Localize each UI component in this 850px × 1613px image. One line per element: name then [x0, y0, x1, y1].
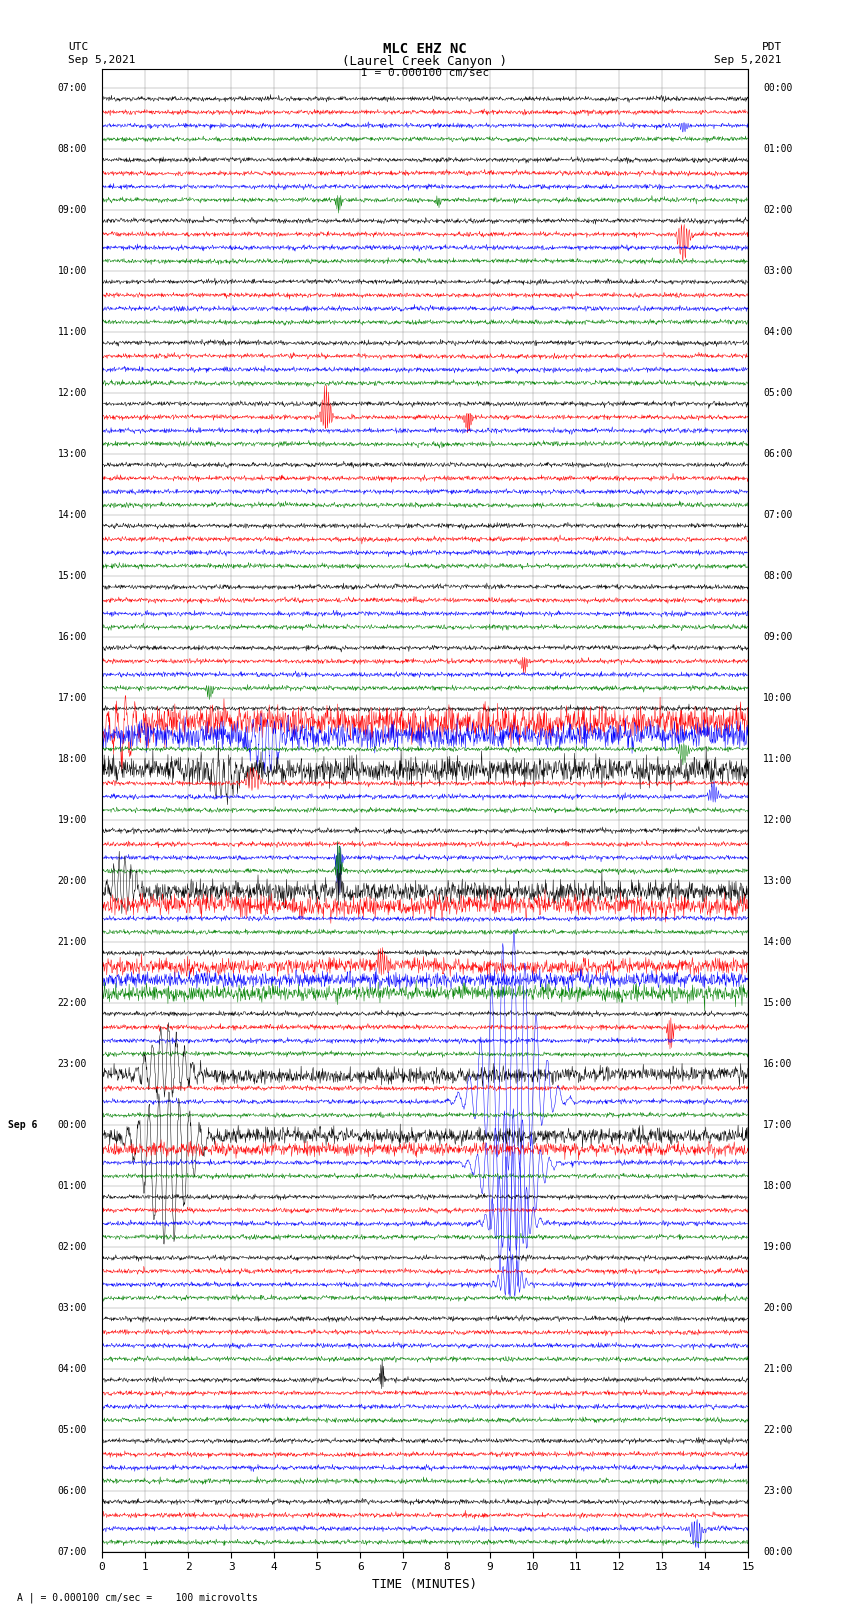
Text: 22:00: 22:00 — [58, 998, 87, 1008]
Text: I = 0.000100 cm/sec: I = 0.000100 cm/sec — [361, 68, 489, 77]
Text: 17:00: 17:00 — [58, 692, 87, 703]
Text: 19:00: 19:00 — [763, 1242, 792, 1252]
Text: 11:00: 11:00 — [58, 327, 87, 337]
Text: MLC EHZ NC: MLC EHZ NC — [383, 42, 467, 56]
Text: 20:00: 20:00 — [58, 876, 87, 886]
Text: 12:00: 12:00 — [763, 815, 792, 824]
Text: 01:00: 01:00 — [763, 144, 792, 153]
Text: 03:00: 03:00 — [58, 1303, 87, 1313]
Text: 15:00: 15:00 — [763, 998, 792, 1008]
Text: 08:00: 08:00 — [763, 571, 792, 581]
Text: 06:00: 06:00 — [58, 1486, 87, 1495]
X-axis label: TIME (MINUTES): TIME (MINUTES) — [372, 1578, 478, 1590]
Text: 21:00: 21:00 — [763, 1363, 792, 1374]
Text: (Laurel Creek Canyon ): (Laurel Creek Canyon ) — [343, 55, 507, 68]
Text: 04:00: 04:00 — [58, 1363, 87, 1374]
Text: 17:00: 17:00 — [763, 1119, 792, 1129]
Text: 15:00: 15:00 — [58, 571, 87, 581]
Text: 19:00: 19:00 — [58, 815, 87, 824]
Text: 09:00: 09:00 — [763, 632, 792, 642]
Text: 06:00: 06:00 — [763, 448, 792, 458]
Text: 00:00: 00:00 — [763, 1547, 792, 1557]
Text: 00:00: 00:00 — [58, 1119, 87, 1129]
Text: 18:00: 18:00 — [763, 1181, 792, 1190]
Text: 01:00: 01:00 — [58, 1181, 87, 1190]
Text: Sep 5,2021: Sep 5,2021 — [68, 55, 135, 65]
Text: Sep 6: Sep 6 — [8, 1119, 37, 1129]
Text: 10:00: 10:00 — [58, 266, 87, 276]
Text: 05:00: 05:00 — [763, 387, 792, 398]
Text: PDT: PDT — [762, 42, 782, 52]
Text: 22:00: 22:00 — [763, 1424, 792, 1434]
Text: 00:00: 00:00 — [763, 82, 792, 92]
Text: 08:00: 08:00 — [58, 144, 87, 153]
Text: Sep 5,2021: Sep 5,2021 — [715, 55, 782, 65]
Text: 03:00: 03:00 — [763, 266, 792, 276]
Text: 04:00: 04:00 — [763, 327, 792, 337]
Text: 23:00: 23:00 — [58, 1058, 87, 1069]
Text: 16:00: 16:00 — [58, 632, 87, 642]
Text: 02:00: 02:00 — [58, 1242, 87, 1252]
Text: 18:00: 18:00 — [58, 753, 87, 763]
Text: 14:00: 14:00 — [58, 510, 87, 519]
Text: 10:00: 10:00 — [763, 692, 792, 703]
Text: 12:00: 12:00 — [58, 387, 87, 398]
Text: 20:00: 20:00 — [763, 1303, 792, 1313]
Text: UTC: UTC — [68, 42, 88, 52]
Text: 07:00: 07:00 — [58, 82, 87, 92]
Text: 13:00: 13:00 — [763, 876, 792, 886]
Text: 05:00: 05:00 — [58, 1424, 87, 1434]
Text: A | = 0.000100 cm/sec =    100 microvolts: A | = 0.000100 cm/sec = 100 microvolts — [17, 1592, 258, 1603]
Text: 21:00: 21:00 — [58, 937, 87, 947]
Text: 07:00: 07:00 — [58, 1547, 87, 1557]
Text: 07:00: 07:00 — [763, 510, 792, 519]
Text: 13:00: 13:00 — [58, 448, 87, 458]
Text: 02:00: 02:00 — [763, 205, 792, 215]
Text: 14:00: 14:00 — [763, 937, 792, 947]
Text: 11:00: 11:00 — [763, 753, 792, 763]
Text: 23:00: 23:00 — [763, 1486, 792, 1495]
Text: 16:00: 16:00 — [763, 1058, 792, 1069]
Text: 09:00: 09:00 — [58, 205, 87, 215]
